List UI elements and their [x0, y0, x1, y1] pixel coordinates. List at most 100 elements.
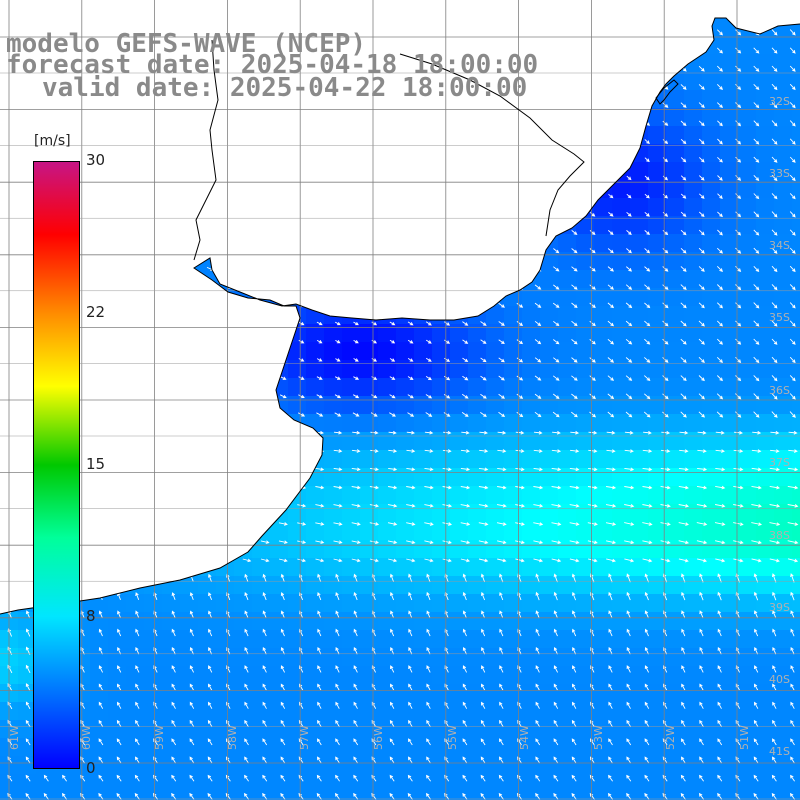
wind-speed-cell [126, 144, 145, 163]
wind-speed-cell [396, 216, 415, 235]
wind-speed-cell [774, 774, 793, 793]
wind-arrow [206, 558, 215, 563]
wind-speed-cell [324, 234, 343, 253]
wind-arrow [24, 321, 33, 326]
wind-speed-cell [450, 540, 469, 559]
wind-speed-cell [486, 270, 505, 289]
wind-speed-cell [162, 774, 181, 793]
wind-arrow [297, 540, 307, 544]
wind-arrow [626, 591, 631, 601]
wind-speed-cell [486, 468, 505, 487]
wind-speed-cell [792, 198, 800, 217]
wind-speed-cell [648, 558, 667, 577]
wind-arrow [115, 303, 124, 308]
wind-arrow [133, 248, 142, 253]
wind-arrow [298, 12, 304, 15]
wind-arrow [753, 591, 759, 601]
wind-speed-cell [342, 108, 361, 127]
wind-speed-cell [486, 216, 505, 235]
wind-arrow [115, 467, 124, 472]
wind-speed-cell [576, 576, 595, 595]
wind-speed-cell [108, 540, 127, 559]
wind-arrow [605, 504, 617, 508]
wind-arrow [716, 411, 724, 418]
wind-arrow [698, 29, 705, 36]
wind-arrow [98, 610, 103, 619]
wind-arrow [133, 103, 142, 108]
wind-arrow [133, 522, 143, 526]
wind-speed-cell [342, 180, 361, 199]
wind-arrow [116, 756, 122, 764]
wind-speed-cell [162, 468, 181, 487]
wind-speed-cell [720, 216, 739, 235]
wind-speed-cell [612, 450, 631, 469]
wind-speed-cell [576, 666, 595, 685]
wind-speed-cell [198, 234, 217, 253]
wind-speed-cell [396, 414, 415, 433]
wind-speed-cell [504, 432, 523, 451]
wind-arrow [680, 411, 687, 418]
wind-arrow [297, 139, 306, 144]
wind-arrow [516, 321, 524, 326]
wind-arrow [407, 774, 413, 782]
wind-speed-cell [702, 684, 721, 703]
wind-speed-cell [558, 54, 577, 73]
wind-speed-cell [18, 720, 37, 739]
wind-speed-cell [324, 522, 343, 541]
wind-arrow [789, 338, 796, 345]
wind-arrow [607, 393, 615, 400]
wind-speed-cell [144, 468, 163, 487]
wind-speed-cell [162, 504, 181, 523]
wind-speed-cell [486, 522, 505, 541]
wind-speed-cell [180, 612, 199, 631]
wind-speed-cell [234, 396, 253, 415]
wind-arrow [442, 449, 452, 453]
wind-speed-cell [612, 738, 631, 757]
wind-arrow [115, 503, 124, 508]
wind-speed-cell [468, 486, 487, 505]
wind-arrow [680, 29, 687, 36]
wind-arrow [280, 628, 285, 637]
wind-arrow [735, 375, 742, 382]
wind-arrow [243, 358, 251, 362]
wind-arrow [571, 320, 578, 327]
wind-speed-cell [702, 522, 721, 541]
wind-arrow [715, 430, 725, 435]
wind-speed-cell [558, 90, 577, 109]
wind-speed-cell [270, 612, 289, 631]
wind-arrow [698, 375, 705, 382]
wind-arrow [499, 665, 504, 673]
wind-arrow [262, 610, 267, 619]
wind-arrow [152, 412, 160, 417]
wind-arrow [171, 792, 177, 800]
wind-arrow [351, 522, 361, 526]
wind-speed-cell [414, 612, 433, 631]
wind-speed-cell [540, 414, 559, 433]
wind-speed-cell [342, 738, 361, 757]
wind-arrow [206, 358, 215, 362]
wind-speed-cell [684, 108, 703, 127]
wind-speed-cell [288, 558, 307, 577]
wind-arrow [571, 738, 577, 746]
wind-speed-cell [504, 774, 523, 793]
wind-arrow [535, 193, 542, 199]
wind-arrow [771, 774, 777, 782]
wind-speed-cell [558, 252, 577, 271]
wind-arrow [680, 756, 686, 764]
wind-arrow [206, 394, 215, 399]
wind-speed-cell [648, 54, 667, 73]
wind-arrow [589, 248, 596, 254]
wind-speed-cell [720, 234, 739, 253]
wind-arrow [681, 683, 686, 691]
wind-arrow [714, 522, 726, 526]
wind-speed-cell [756, 234, 775, 253]
wind-arrow [733, 522, 744, 526]
wind-arrow [589, 66, 596, 72]
wind-speed-cell [342, 378, 361, 397]
wind-arrow [79, 285, 88, 290]
wind-speed-cell [666, 522, 685, 541]
wind-arrow [571, 248, 578, 254]
wind-arrow [188, 321, 197, 326]
wind-speed-cell [594, 360, 613, 379]
